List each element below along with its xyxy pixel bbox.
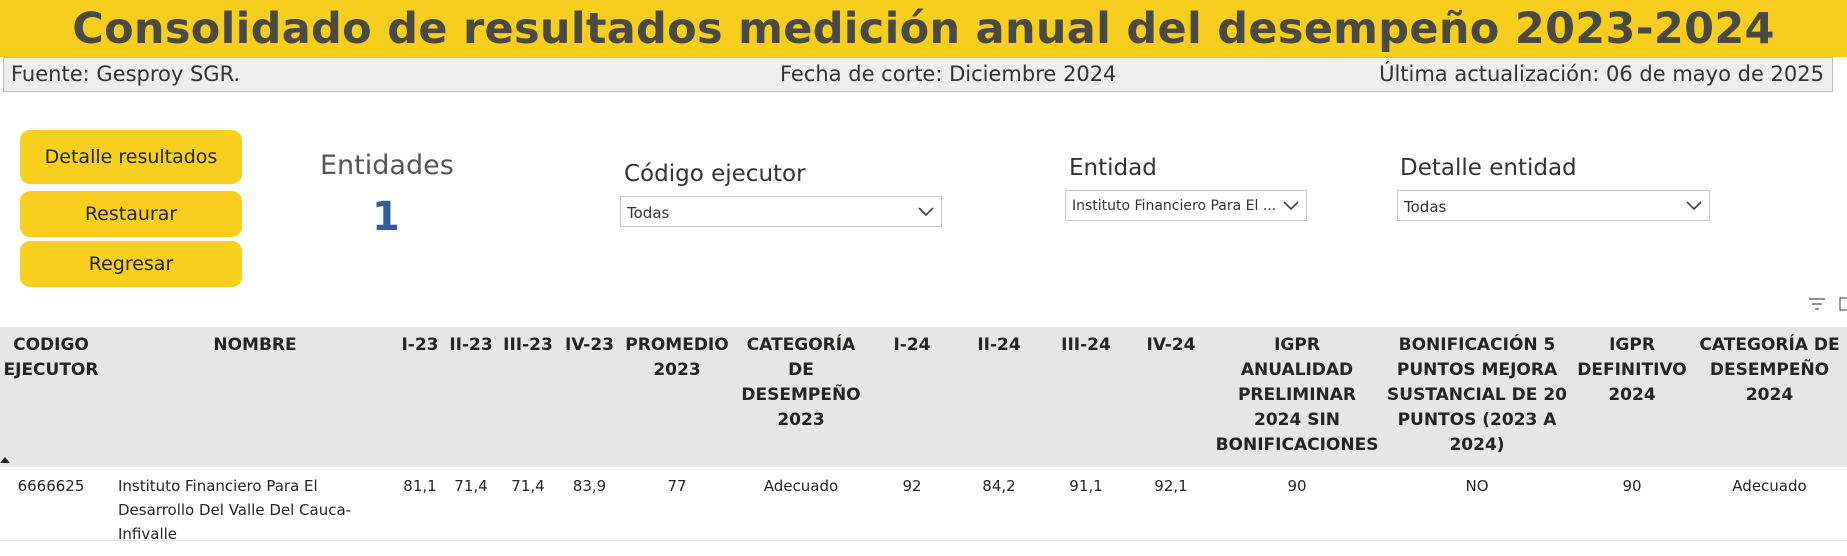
info-bar: Fuente: Gesproy SGR. Fecha de corte: Dic… — [3, 57, 1833, 92]
detail-results-button[interactable]: Detalle resultados — [20, 130, 242, 184]
chevron-down-icon — [918, 207, 934, 217]
header-iv-23[interactable]: IV-23 — [565, 335, 614, 355]
header-codigo-ejecutor[interactable]: CODIGO EJECUTOR — [3, 335, 99, 380]
header-igpr-preliminar[interactable]: IGPR ANUALIDAD PRELIMINAR 2024 SIN BONIFICAC… — [1215, 335, 1379, 455]
entity-dropdown[interactable]: Instituto Financiero Para El ... — [1065, 190, 1307, 221]
cell-codigo: 6666625 — [17, 477, 85, 495]
cell-categoria-2023: Adecuado — [763, 477, 839, 495]
header-promedio-2023[interactable]: PROMEDIO 2023 — [625, 335, 729, 380]
cell-iv-23: 83,9 — [572, 477, 607, 495]
cell-ii-24: 84,2 — [982, 477, 1016, 495]
page-title: Consolidado de resultados medición anual… — [72, 3, 1775, 54]
cutoff-date-label: Fecha de corte: Diciembre 2024 — [780, 62, 1117, 86]
table-header-row — [0, 327, 1847, 467]
cell-bonificacion: NO — [1465, 477, 1489, 495]
cell-i-24: 92 — [902, 477, 922, 495]
report-title-bar: Consolidado de resultados medición anual… — [0, 0, 1847, 57]
sort-up-icon — [0, 457, 10, 463]
header-iii-23[interactable]: III-23 — [503, 335, 553, 355]
last-update-label: Última actualización: 06 de mayo de 2025 — [1379, 62, 1824, 86]
entity-detail-dropdown[interactable]: Todas — [1397, 190, 1710, 221]
executor-code-dropdown[interactable]: Todas — [620, 196, 942, 227]
header-nombre[interactable]: NOMBRE — [213, 335, 297, 355]
source-label: Fuente: Gesproy SGR. — [11, 62, 241, 86]
cell-iii-23: 71,4 — [511, 477, 545, 495]
header-i-23[interactable]: I-23 — [401, 335, 439, 355]
cell-promedio-2023: 77 — [667, 477, 687, 495]
cell-igpr-preliminar: 90 — [1287, 477, 1307, 495]
header-categoria-2024[interactable]: CATEGORÍA DE DESEMPEÑO 2024 — [1699, 335, 1840, 405]
filter-icon[interactable] — [1808, 296, 1826, 312]
entity-detail-value: Todas — [1404, 198, 1447, 216]
entities-card-label: Entidades — [320, 150, 454, 181]
cell-i-23: 81,1 — [403, 477, 437, 495]
cell-iv-24: 92,1 — [1154, 477, 1188, 495]
executor-code-slicer-title: Código ejecutor — [624, 161, 806, 187]
entity-slicer-title: Entidad — [1069, 155, 1157, 181]
entities-card-value: 1 — [372, 194, 400, 240]
focus-mode-icon[interactable] — [1838, 296, 1847, 312]
entity-detail-slicer-title: Detalle entidad — [1400, 155, 1577, 181]
back-button[interactable]: Regresar — [20, 241, 242, 287]
header-bonificacion[interactable]: BONIFICACIÓN 5 PUNTOS MEJORA SUSTANCIAL DE… — [1387, 335, 1567, 455]
header-categoria-2023[interactable]: CATEGORÍA DE DESEMPEÑO 2023 — [741, 335, 861, 430]
cell-categoria-2024: Adecuado — [1732, 477, 1807, 495]
cell-ii-23: 71,4 — [454, 477, 488, 495]
header-igpr-definitivo[interactable]: IGPR DEFINITIVO 2024 — [1577, 335, 1687, 405]
header-i-24[interactable]: I-24 — [893, 335, 931, 355]
row-divider — [0, 540, 1847, 541]
cell-igpr-definitivo: 90 — [1622, 477, 1642, 495]
header-ii-23[interactable]: II-23 — [449, 335, 493, 355]
reset-button[interactable]: Restaurar — [20, 191, 242, 237]
chevron-down-icon — [1686, 201, 1702, 211]
cell-iii-24: 91,1 — [1069, 477, 1103, 495]
cell-nombre: Instituto Financiero Para El Desarrollo D… — [118, 477, 352, 543]
chevron-down-icon — [1283, 201, 1299, 211]
entity-value: Instituto Financiero Para El ... — [1072, 198, 1277, 214]
header-ii-24[interactable]: II-24 — [977, 335, 1021, 355]
executor-code-value: Todas — [627, 204, 670, 222]
header-iv-24[interactable]: IV-24 — [1146, 335, 1196, 355]
header-iii-24[interactable]: III-24 — [1061, 335, 1111, 355]
